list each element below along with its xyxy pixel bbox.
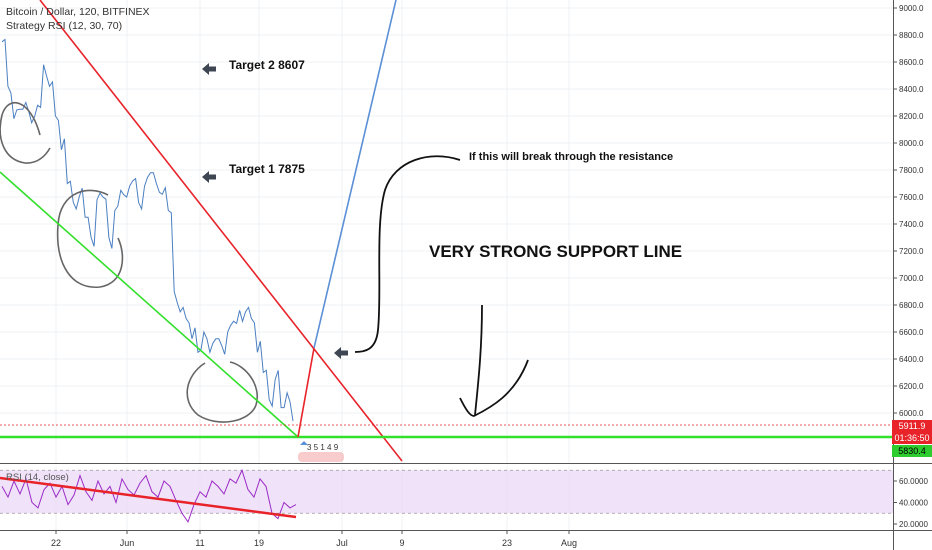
hand-drawn-curve-arrow — [354, 155, 461, 353]
support-note: VERY STRONG SUPPORT LINE — [429, 242, 683, 261]
price-line — [1, 38, 294, 422]
y-tick-label: 8200.0 — [899, 112, 924, 121]
projection-blue-line — [313, 0, 397, 349]
x-tick-label: Jun — [120, 538, 135, 548]
last-price-tag: 5911.9 — [892, 420, 932, 432]
symbol-legend: Bitcoin / Dollar, 120, BITFINEX — [6, 6, 150, 18]
x-tick-label: 9 — [399, 538, 404, 548]
breakout-note: If this will break through the resistanc… — [469, 151, 674, 163]
y-tick-label: 7200.0 — [899, 247, 924, 256]
y-tick-label: 8800.0 — [899, 31, 924, 40]
support-line — [0, 171, 299, 438]
strategy-legend: Strategy RSI (12, 30, 70) — [6, 20, 123, 32]
y-tick-label: 8600.0 — [899, 58, 924, 67]
y-tick-label: 6400.0 — [899, 355, 924, 364]
target-1-arrow-icon — [202, 171, 216, 183]
y-tick-label: 8000.0 — [899, 139, 924, 148]
down-arrow-shaft — [474, 304, 483, 416]
rsi-y-tick-label: 20.0000 — [899, 520, 928, 529]
rsi-trendline — [0, 476, 297, 519]
signal-flag-icon — [300, 441, 308, 445]
y-tick-label: 7400.0 — [899, 220, 924, 229]
circle-annotation-2 — [56, 189, 124, 288]
target-2-arrow-icon — [202, 63, 216, 75]
rsi-band — [0, 470, 893, 514]
x-tick-label: 23 — [502, 538, 512, 548]
rsi-y-tick-label: 60.0000 — [899, 477, 928, 486]
target-2-label: Target 2 8607 — [229, 58, 305, 72]
target-1-label: Target 1 7875 — [229, 162, 305, 176]
x-tick-label: Aug — [561, 538, 577, 548]
y-tick-label: 6200.0 — [899, 382, 924, 391]
signal-marker-icon — [298, 452, 344, 462]
breakout-arrow-icon — [334, 347, 348, 359]
x-tick-label: Jul — [336, 538, 348, 548]
down-arrow-head — [459, 359, 529, 417]
y-tick-label: 8400.0 — [899, 85, 924, 94]
trade-markers: 3 5 1 4 9 — [307, 443, 339, 452]
y-tick-label: 7600.0 — [899, 193, 924, 202]
rsi-y-tick-label: 40.0000 — [899, 499, 928, 508]
y-tick-label: 9000.0 — [899, 4, 924, 13]
countdown-tag: 01:36:50 — [892, 432, 932, 444]
y-tick-label: 7800.0 — [899, 166, 924, 175]
circle-annotation-3 — [186, 361, 259, 423]
price-panel — [0, 0, 893, 463]
y-tick-label: 7000.0 — [899, 274, 924, 283]
y-tick-label: 6600.0 — [899, 328, 924, 337]
resistance-line — [39, 0, 403, 462]
y-tick-label: 6800.0 — [899, 301, 924, 310]
circle-annotation-1 — [0, 101, 51, 164]
projection-red-segment — [297, 347, 315, 438]
support-price-tag: 5830.4 — [892, 445, 932, 457]
x-tick-label: 19 — [254, 538, 264, 548]
x-tick-label: 22 — [51, 538, 61, 548]
x-tick-label: 11 — [195, 538, 204, 548]
rsi-legend: RSI (14, close) — [6, 472, 69, 483]
y-tick-label: 6000.0 — [899, 409, 924, 418]
